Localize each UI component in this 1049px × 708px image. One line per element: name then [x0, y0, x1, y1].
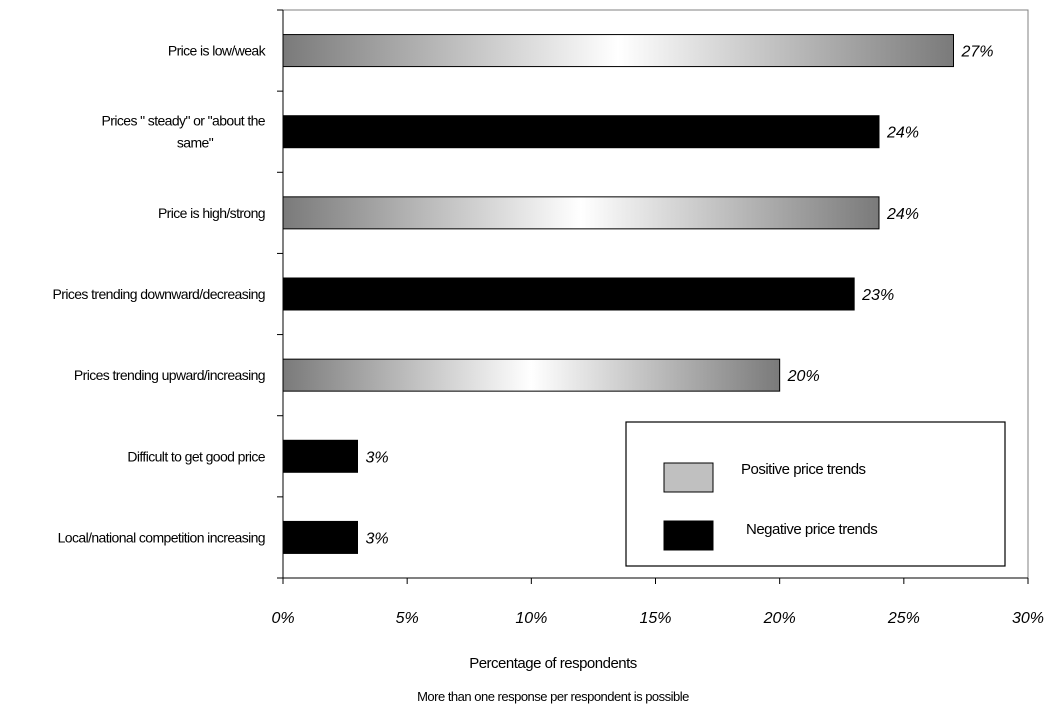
data-label: 24%	[886, 206, 919, 223]
x-axis-title: Percentage of respondents	[469, 655, 637, 672]
data-label: 23%	[861, 287, 894, 304]
bar-positive-trend	[282, 358, 781, 392]
bar-positive-trend	[282, 196, 880, 230]
x-tick-label: 5%	[396, 610, 419, 627]
category-label-line: same"	[177, 135, 214, 151]
data-label: 24%	[886, 125, 919, 142]
bar-negative-trend	[282, 277, 855, 311]
data-label: 27%	[961, 44, 994, 61]
category-label: Prices trending downward/decreasing	[53, 286, 265, 302]
x-tick-label: 25%	[887, 610, 920, 627]
bar-negative-trend	[282, 115, 880, 149]
category-label-line: Prices " steady" or "about the	[102, 113, 266, 129]
legend-box	[625, 421, 1006, 567]
x-tick-label: 30%	[1012, 610, 1044, 627]
category-label: Price is high/strong	[158, 205, 265, 221]
legend-label-negative: Negative price trends	[746, 521, 877, 538]
legend-label-positive: Positive price trends	[741, 461, 866, 478]
category-label: Prices " steady" or "about the same"	[102, 113, 266, 151]
category-label: Prices trending upward/increasing	[74, 367, 265, 383]
x-tick-label: 20%	[763, 610, 796, 627]
category-label: Price is low/weak	[168, 43, 267, 59]
category-label: Difficult to get good price	[127, 448, 265, 464]
bar-negative-trend	[282, 439, 358, 473]
x-tick-label: 0%	[271, 610, 294, 627]
bar-negative-trend	[282, 520, 358, 554]
footnote: More than one response per respondent is…	[417, 689, 689, 704]
category-label: Local/national competition increasing	[58, 529, 265, 545]
legend: Positive price trends Negative price tre…	[625, 421, 1006, 567]
legend-swatch-positive	[663, 462, 714, 493]
data-label: 3%	[366, 530, 389, 547]
legend-swatch-negative	[663, 520, 714, 551]
x-tick-label: 10%	[515, 610, 547, 627]
data-label: 20%	[787, 368, 820, 385]
data-label: 3%	[366, 449, 389, 466]
x-tick-label: 15%	[639, 610, 671, 627]
bar-positive-trend	[282, 34, 954, 68]
